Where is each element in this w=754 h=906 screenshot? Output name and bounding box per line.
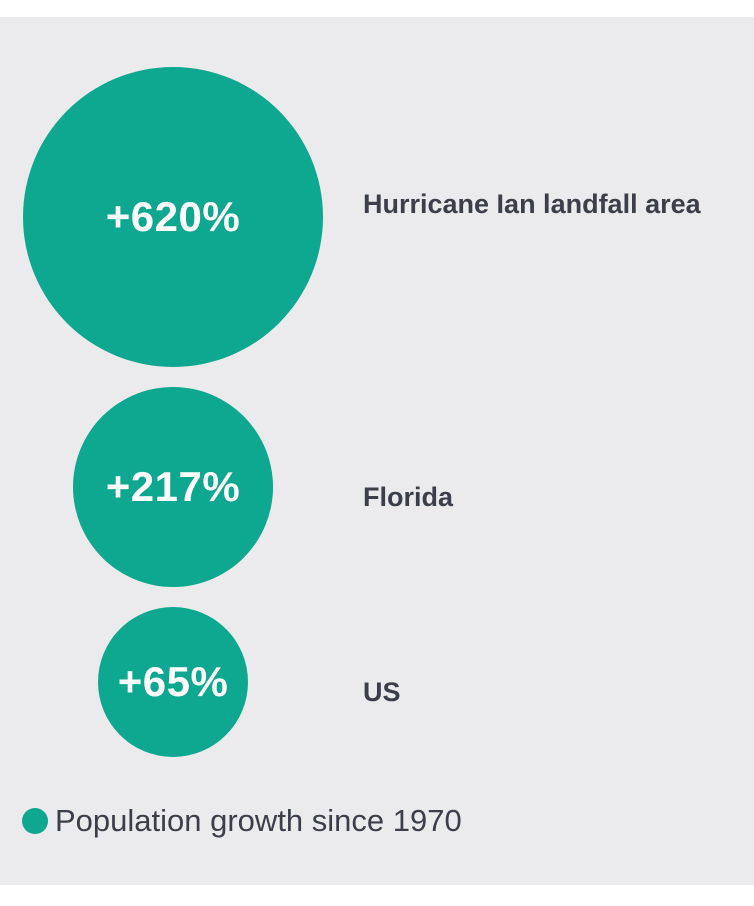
legend: Population growth since 1970: [22, 803, 462, 839]
bubble-us: +65%: [98, 607, 248, 757]
bubble-value-label: +217%: [105, 463, 241, 510]
category-label-hurricane-ian: Hurricane Ian landfall area: [363, 189, 701, 219]
bubble-value-label: +65%: [117, 658, 229, 705]
category-label-us: US: [363, 677, 401, 707]
legend-swatch-dot: [22, 808, 48, 834]
category-label-florida: Florida: [363, 482, 454, 512]
chart-panel: +620% Hurricane Ian landfall area +217% …: [0, 17, 754, 885]
bubble-florida: +217%: [73, 387, 273, 587]
bubble-hurricane-ian: +620%: [23, 67, 323, 367]
legend-label: Population growth since 1970: [55, 803, 462, 838]
bubble-value-label: +620%: [105, 193, 241, 240]
